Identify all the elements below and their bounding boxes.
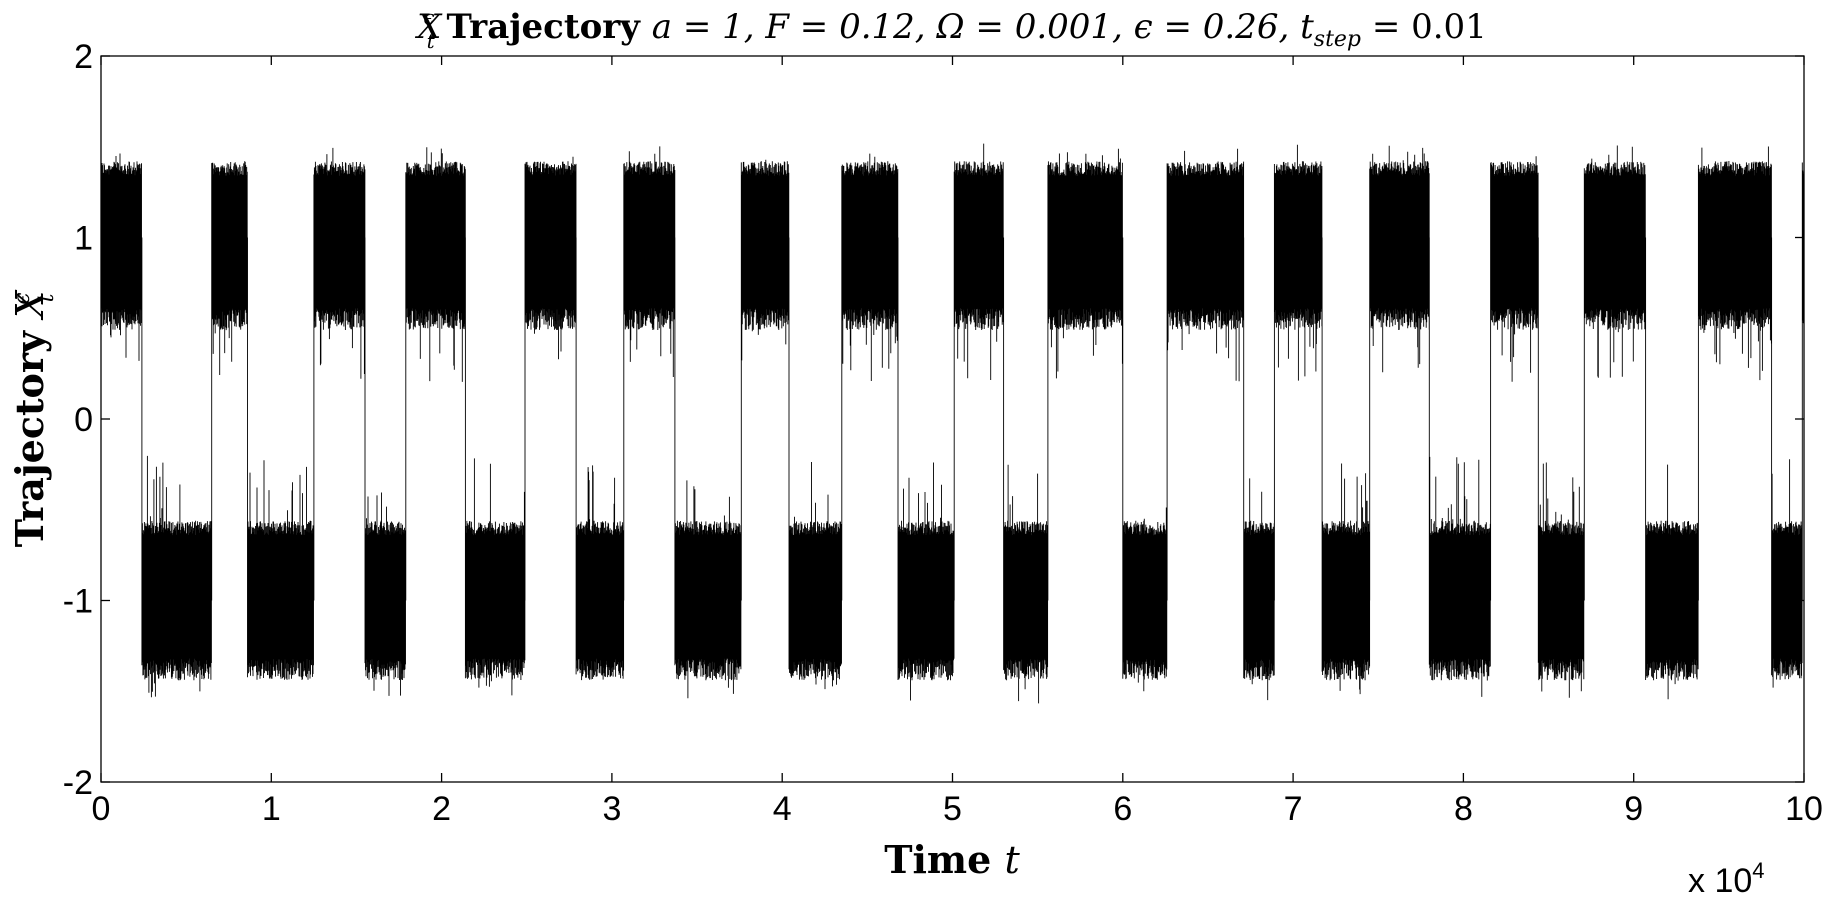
y-axis-label-sub: t bbox=[34, 293, 59, 302]
x-multiplier-base: x 10 bbox=[1688, 862, 1752, 900]
x-tick-labels: 0 1 2 3 4 5 6 7 8 9 10 bbox=[92, 790, 1823, 828]
x-axis-label: Time t bbox=[884, 837, 1020, 882]
title-tstep-sub: step bbox=[1314, 27, 1361, 52]
x-axis-label-symbol: t bbox=[1005, 838, 1021, 882]
axis-ticks bbox=[100, 55, 1805, 783]
x-tick-label-10: 10 bbox=[1785, 790, 1823, 828]
y-axis-label-sup: ϵ bbox=[10, 292, 35, 304]
title-tstep-value: = 0.01 bbox=[1361, 7, 1487, 47]
x-tick-label-6: 6 bbox=[1113, 790, 1132, 828]
y-tick-label-2: 0 bbox=[74, 401, 93, 439]
x-tick-label-9: 9 bbox=[1624, 790, 1643, 828]
x-tick-label-2: 2 bbox=[432, 790, 451, 828]
y-tick-label-1: -1 bbox=[63, 583, 93, 621]
title-symbol-sub: t bbox=[427, 29, 436, 53]
chart-title: Xϵ t Trajectory a = 1, F = 0.12, Ω = 0.00… bbox=[414, 5, 1487, 53]
title-params: a = 1, F = 0.12, Ω = 0.001, ϵ = 0.26, bbox=[652, 7, 1300, 47]
y-tick-label-4: 2 bbox=[74, 38, 93, 76]
x-axis-multiplier: x 104 bbox=[1688, 858, 1765, 900]
y-axis-label: Trajectory Xϵt bbox=[7, 289, 59, 547]
x-axis-label-bold: Time bbox=[884, 837, 1004, 882]
x-tick-label-7: 7 bbox=[1284, 790, 1303, 828]
x-tick-label-5: 5 bbox=[943, 790, 962, 828]
y-tick-label-0: -2 bbox=[63, 764, 93, 802]
y-tick-labels: -2 -1 0 1 2 bbox=[63, 38, 93, 802]
title-bold-text: Trajectory bbox=[435, 7, 652, 47]
x-tick-label-3: 3 bbox=[602, 790, 621, 828]
x-multiplier-exponent: 4 bbox=[1752, 858, 1764, 883]
x-tick-label-0: 0 bbox=[92, 790, 111, 828]
x-tick-label-8: 8 bbox=[1454, 790, 1473, 828]
title-symbol-sup: ϵ bbox=[423, 5, 434, 29]
x-tick-label-4: 4 bbox=[773, 790, 792, 828]
y-tick-label-3: 1 bbox=[74, 220, 93, 258]
title-tstep-symbol: t bbox=[1300, 7, 1314, 47]
title-symbol: X bbox=[414, 7, 443, 47]
x-tick-label-1: 1 bbox=[262, 790, 281, 828]
y-axis-label-symbol: X bbox=[8, 289, 52, 321]
y-axis-label-bold: Trajectory bbox=[7, 318, 52, 547]
